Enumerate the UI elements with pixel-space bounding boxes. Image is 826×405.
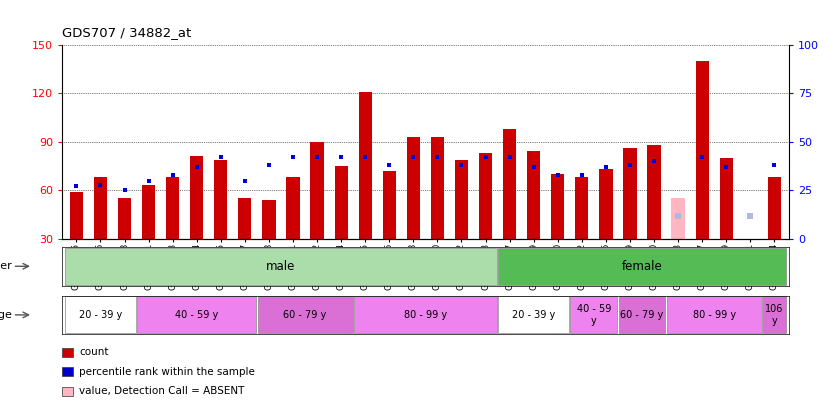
Bar bbox=[354, 296, 497, 333]
Bar bbox=[94, 177, 107, 239]
Bar bbox=[619, 296, 666, 333]
Bar bbox=[498, 296, 569, 333]
Text: 40 - 59 y: 40 - 59 y bbox=[175, 310, 218, 320]
Bar bbox=[258, 296, 353, 333]
Bar bbox=[406, 137, 420, 239]
Bar bbox=[382, 171, 396, 239]
Text: 80 - 99 y: 80 - 99 y bbox=[693, 310, 736, 320]
Text: percentile rank within the sample: percentile rank within the sample bbox=[79, 367, 255, 377]
Bar bbox=[648, 145, 661, 239]
Text: count: count bbox=[79, 347, 109, 357]
Text: female: female bbox=[622, 260, 662, 273]
Text: male: male bbox=[266, 260, 296, 273]
Bar bbox=[190, 156, 203, 239]
Text: 60 - 79 y: 60 - 79 y bbox=[283, 310, 326, 320]
Bar bbox=[431, 137, 444, 239]
Bar bbox=[571, 296, 617, 333]
Bar bbox=[142, 185, 155, 239]
Text: 20 - 39 y: 20 - 39 y bbox=[512, 310, 555, 320]
Text: 106
y: 106 y bbox=[765, 304, 784, 326]
Bar bbox=[624, 148, 637, 239]
Text: 40 - 59
y: 40 - 59 y bbox=[577, 304, 611, 326]
Bar bbox=[137, 296, 256, 333]
Bar bbox=[768, 177, 781, 239]
Text: value, Detection Call = ABSENT: value, Detection Call = ABSENT bbox=[79, 386, 244, 396]
Bar bbox=[667, 296, 762, 333]
Text: 20 - 39 y: 20 - 39 y bbox=[78, 310, 122, 320]
Bar bbox=[672, 198, 685, 239]
Bar bbox=[65, 296, 136, 333]
Bar bbox=[527, 151, 540, 239]
Bar bbox=[551, 174, 564, 239]
Text: 60 - 79 y: 60 - 79 y bbox=[620, 310, 663, 320]
Bar bbox=[118, 198, 131, 239]
Bar bbox=[69, 192, 83, 239]
Text: gender: gender bbox=[0, 261, 12, 271]
Bar bbox=[455, 160, 468, 239]
Bar bbox=[287, 177, 300, 239]
Bar bbox=[238, 198, 251, 239]
Bar bbox=[575, 177, 588, 239]
Bar bbox=[719, 158, 733, 239]
Bar bbox=[335, 166, 348, 239]
Text: age: age bbox=[0, 310, 12, 320]
Bar bbox=[263, 200, 276, 239]
Bar bbox=[214, 160, 227, 239]
Text: GDS707 / 34882_at: GDS707 / 34882_at bbox=[62, 26, 191, 40]
Bar bbox=[479, 153, 492, 239]
Bar bbox=[166, 177, 179, 239]
Bar bbox=[695, 61, 709, 239]
Bar bbox=[600, 169, 613, 239]
Bar bbox=[763, 296, 786, 333]
Bar bbox=[503, 129, 516, 239]
Bar bbox=[311, 142, 324, 239]
Text: 80 - 99 y: 80 - 99 y bbox=[404, 310, 447, 320]
Bar bbox=[358, 92, 372, 239]
Bar bbox=[498, 248, 786, 285]
Bar bbox=[65, 248, 497, 285]
